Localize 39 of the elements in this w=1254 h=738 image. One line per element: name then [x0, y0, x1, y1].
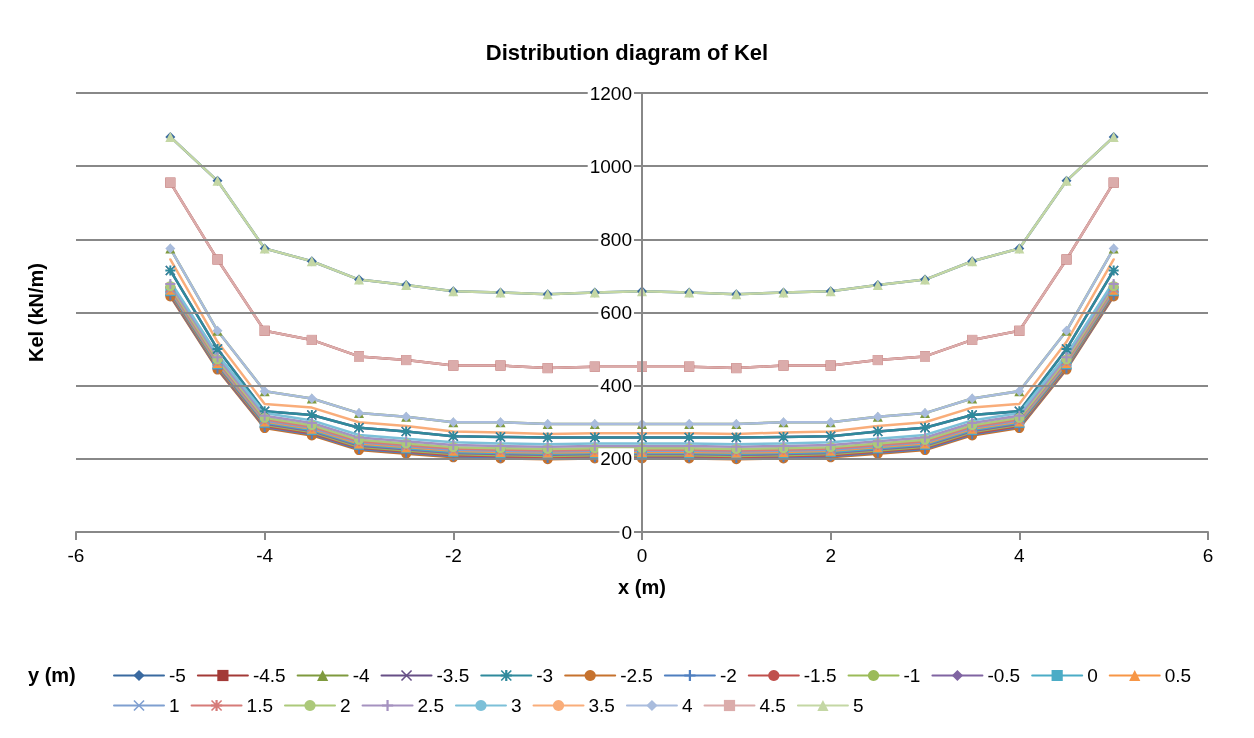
- legend-label: -5: [169, 665, 186, 686]
- legend-label: -2: [719, 665, 737, 686]
- legend-label: 3: [510, 695, 522, 716]
- legend-label: 4: [681, 695, 693, 716]
- legend-title: y (m): [28, 664, 76, 686]
- legend-label: -4: [352, 665, 370, 686]
- legend-label: 3.5: [588, 695, 615, 716]
- x-tick-label: -6: [67, 545, 85, 566]
- y-tick-label: 200: [600, 448, 632, 470]
- legend-label: -3.5: [436, 665, 470, 686]
- x-tick-label: 0: [636, 545, 648, 566]
- legend-label: 1.5: [246, 695, 273, 716]
- y-tick-label: 0: [621, 521, 632, 543]
- y-tick-label: 400: [600, 375, 632, 397]
- chart-title: Distribution diagram of Kel: [485, 39, 769, 65]
- legend-label: -0.5: [987, 665, 1021, 686]
- legend-label: 5: [852, 695, 864, 716]
- y-tick-label: 1200: [589, 82, 632, 104]
- legend-label: -1.5: [803, 665, 837, 686]
- legend-label: -2.5: [620, 665, 653, 686]
- legend-label: 0.5: [1164, 665, 1192, 686]
- legend-label: 2.5: [417, 695, 444, 716]
- y-tick-label: 600: [600, 302, 632, 323]
- legend-label: -3: [536, 665, 554, 686]
- legend-label: -1: [903, 665, 921, 686]
- x-tick-label: 6: [1202, 545, 1214, 566]
- x-axis-title: x (m): [618, 576, 666, 598]
- x-tick-label: -4: [256, 545, 274, 566]
- legend-label: 1: [169, 695, 180, 716]
- legend-label: -4.5: [252, 665, 286, 686]
- legend-label: 4.5: [759, 695, 786, 716]
- y-tick-label: 800: [600, 228, 632, 250]
- y-axis-title: Kel (kN/m): [25, 263, 47, 362]
- legend-label: 0: [1087, 665, 1098, 686]
- x-tick-label: -2: [444, 545, 462, 566]
- y-tick-label: 1000: [589, 155, 632, 177]
- x-tick-label: 2: [825, 545, 836, 566]
- x-tick-label: 4: [1014, 545, 1026, 566]
- legend-label: 2: [339, 695, 351, 716]
